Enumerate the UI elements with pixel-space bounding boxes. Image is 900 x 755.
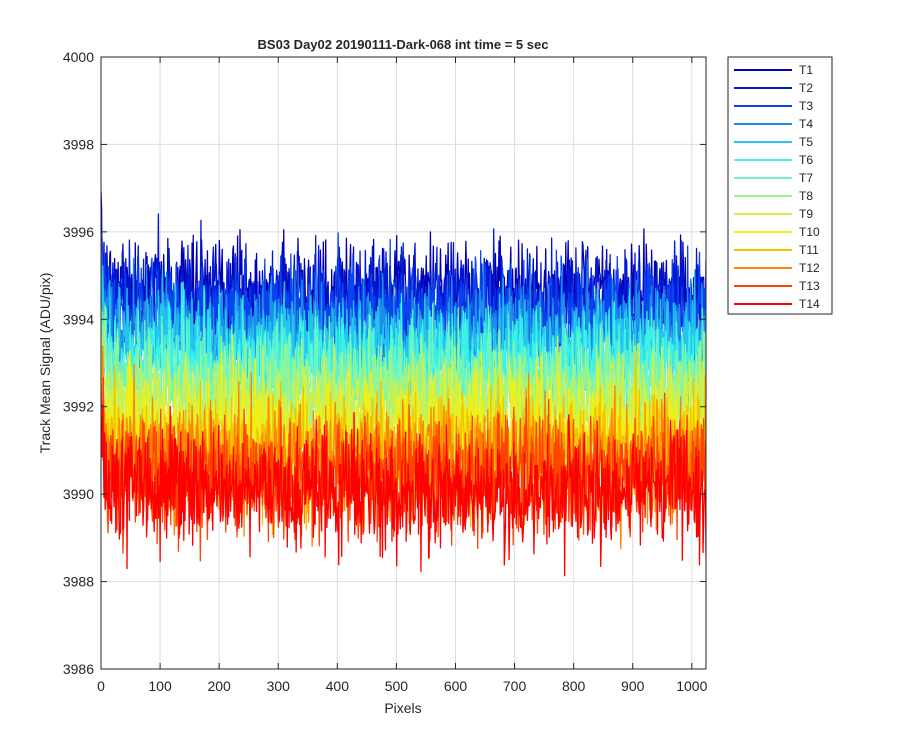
x-tick-label: 500 — [385, 678, 409, 694]
legend-box — [727, 56, 833, 315]
x-tick-label: 900 — [621, 678, 645, 694]
x-tick-label: 700 — [503, 678, 527, 694]
y-tick-label: 3990 — [63, 486, 94, 502]
x-tick-label: 400 — [326, 678, 350, 694]
legend-label: T3 — [799, 99, 813, 113]
legend-label: T6 — [799, 153, 813, 167]
legend-label: T13 — [799, 279, 820, 293]
y-tick-label: 3996 — [63, 224, 94, 240]
legend-label: T2 — [799, 81, 813, 95]
x-tick-label: 100 — [148, 678, 172, 694]
legend-label: T8 — [799, 189, 813, 203]
y-tick-label: 3986 — [63, 661, 94, 677]
legend-label: T14 — [799, 297, 820, 311]
y-tick-label: 3998 — [63, 136, 94, 152]
legend-label: T9 — [799, 207, 813, 221]
legend-label: T7 — [799, 171, 813, 185]
legend-label: T10 — [799, 225, 820, 239]
legend-label: T12 — [799, 261, 820, 275]
x-tick-label: 1000 — [676, 678, 707, 694]
y-axis-label: Track Mean Signal (ADU/pix) — [37, 273, 53, 454]
y-tick-label: 3988 — [63, 574, 94, 590]
y-tick-label: 3992 — [63, 399, 94, 415]
x-axis-label: Pixels — [384, 700, 421, 716]
legend-label: T5 — [799, 135, 813, 149]
axes-box — [100, 56, 707, 670]
ticks: 0 100 200 300 400 500 600 700 800 900 1000 3986 3988… — [63, 49, 708, 694]
legend-label: T4 — [799, 117, 813, 131]
series-line-T4 — [101, 247, 706, 417]
x-tick-label: 0 — [97, 678, 105, 694]
series-line-T14 — [101, 404, 706, 577]
y-tick-label: 4000 — [63, 49, 94, 65]
x-tick-label: 300 — [267, 678, 291, 694]
series-line-T13 — [101, 377, 706, 562]
legend: T1 T2 T3 T4 T5 T6 T7 T8 T9 T10 T11 T12 T13 T14 — [727, 56, 833, 315]
y-tick-label: 3994 — [63, 311, 94, 327]
x-tick-label: 600 — [444, 678, 468, 694]
series-lines — [101, 191, 706, 577]
legend-label: T11 — [799, 243, 819, 257]
legend-label: T1 — [799, 63, 813, 77]
x-tick-label: 800 — [562, 678, 586, 694]
chart-title: BS03 Day02 20190111-Dark-068 int time = … — [258, 37, 549, 52]
x-tick-label: 200 — [207, 678, 231, 694]
series-line-T3 — [101, 232, 706, 389]
